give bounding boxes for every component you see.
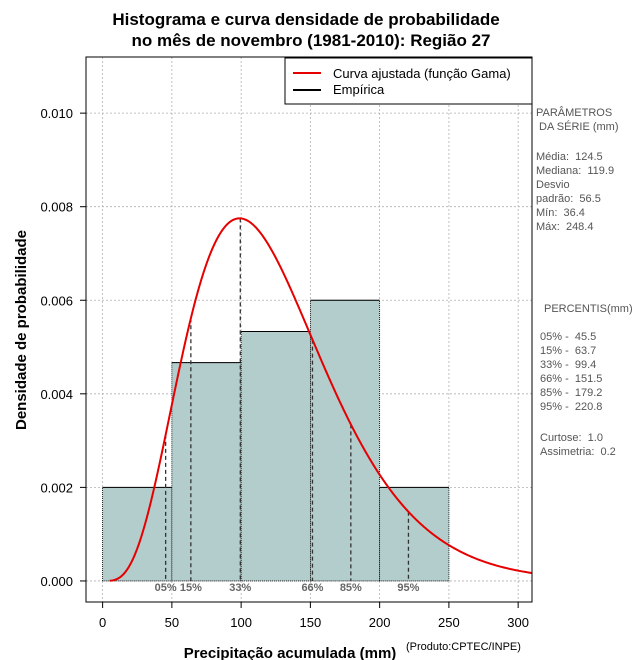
x-tick-label-5: 250 xyxy=(438,615,460,630)
histogram-bars xyxy=(102,299,450,582)
product-credit: (Produto:CPTEC/INPE) xyxy=(406,641,521,653)
params-body: Média: 124.5 Mediana: 119.9 Desvio padrã… xyxy=(536,151,615,233)
percentile-label-0: 05% xyxy=(155,582,177,594)
chart-title-line2: no mês de novembro (1981-2010): Região 2… xyxy=(131,31,490,50)
y-tick-label-4: 0.008 xyxy=(40,200,73,215)
stats-body: Curtose: 1.0 Assimetria: 0.2 xyxy=(540,432,616,458)
y-axis-label: Densidade de probabilidade xyxy=(13,230,30,430)
gamma-curve xyxy=(109,217,532,582)
legend-label-curve: Curva ajustada (função Gama) xyxy=(333,66,511,81)
histogram-bar-1 xyxy=(171,362,242,581)
percentile-lines xyxy=(164,218,410,581)
percentile-label-3: 66% xyxy=(301,582,323,594)
x-tick-label-2: 100 xyxy=(230,615,252,630)
y-tick-label-1: 0.002 xyxy=(40,480,73,495)
x-tick-label-0: 0 xyxy=(99,615,106,630)
percentile-labels: 05% 15% 33% 66% 85% 95% xyxy=(155,582,420,594)
histogram-bar-4 xyxy=(379,487,449,581)
x-axis-label: Precipitação acumulada (mm) xyxy=(184,645,397,660)
percentile-label-5: 95% xyxy=(397,582,419,594)
y-axis: 0.000 0.002 0.004 0.006 0.008 0.010 xyxy=(40,106,86,589)
params-title: PARÂMETROS DA SÉRIE (mm) xyxy=(536,107,619,133)
legend-box xyxy=(284,57,533,105)
x-tick-label-1: 50 xyxy=(165,615,179,630)
percentis-body: 05% - 45.5 15% - 63.7 33% - 99.4 66% - 1… xyxy=(540,331,603,413)
percentile-label-1: 15% xyxy=(180,582,202,594)
x-tick-label-4: 200 xyxy=(369,615,391,630)
histogram-bar-2 xyxy=(241,331,311,581)
x-tick-label-3: 150 xyxy=(300,615,322,630)
percentile-label-4: 85% xyxy=(340,582,362,594)
y-tick-label-2: 0.004 xyxy=(40,387,73,402)
legend: Curva ajustada (função Gama) Empírica xyxy=(284,57,533,105)
y-tick-label-5: 0.010 xyxy=(40,106,73,121)
percentile-label-2: 33% xyxy=(229,582,251,594)
chart-title-line1: Histograma e curva densidade de probabil… xyxy=(112,10,499,29)
y-tick-label-0: 0.000 xyxy=(40,574,73,589)
x-axis: 0 50 100 150 200 250 300 xyxy=(99,602,529,630)
legend-label-empirical: Empírica xyxy=(333,82,385,97)
y-tick-label-3: 0.006 xyxy=(40,293,73,308)
histogram-bar-0 xyxy=(102,487,172,581)
histogram-bar-3 xyxy=(310,300,380,581)
percentis-title: PERCENTIS(mm) xyxy=(544,303,633,315)
x-tick-label-6: 300 xyxy=(507,615,529,630)
plot-frame xyxy=(85,56,533,603)
